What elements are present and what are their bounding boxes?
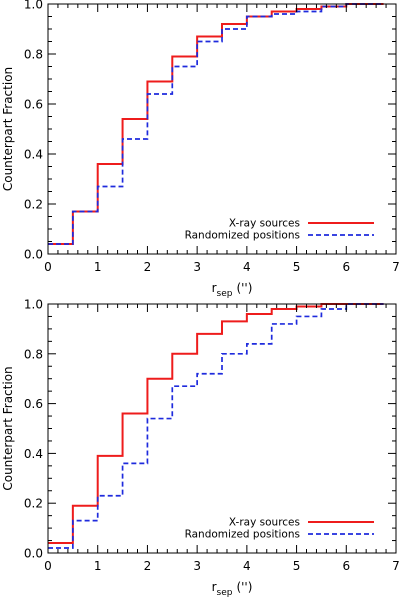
y-tick-label: 0.6	[24, 397, 43, 411]
x-tick-label: 6	[342, 559, 350, 573]
y-axis-label: Counterpart Fraction	[1, 366, 15, 490]
legend-label: X-ray sources	[229, 517, 300, 529]
y-tick-label: 1.0	[24, 0, 43, 12]
x-tick-label: 3	[193, 559, 201, 573]
legend-label: Randomized positions	[185, 230, 300, 242]
x-tick-label: 0	[44, 260, 52, 274]
y-tick-label: 0.6	[24, 98, 43, 112]
x-tick-label: 1	[94, 260, 102, 274]
x-axis-label: rsep ('')	[212, 281, 253, 299]
x-tick-label: 5	[293, 260, 301, 274]
y-tick-label: 1.0	[24, 298, 43, 312]
series-line-randomized-positions	[48, 3, 384, 245]
x-tick-label: 7	[392, 559, 400, 573]
chart-bottom: 0 1 2 3 4 5 6 7 0.0 0.2 0.4 0.6 0.8 1.0 Counterpart Fr…	[1, 298, 400, 599]
y-tick-label: 0.0	[24, 547, 43, 561]
series-line-xray-sources	[48, 303, 384, 545]
x-tick-label: 4	[243, 559, 251, 573]
x-tick-label: 2	[144, 260, 152, 274]
y-tick-label: 0.0	[24, 248, 43, 262]
legend-label: X-ray sources	[229, 218, 300, 230]
y-tick-label: 0.8	[24, 347, 43, 361]
x-tick-label: 6	[342, 260, 350, 274]
x-tick-label: 2	[144, 559, 152, 573]
legend-label: Randomized positions	[185, 529, 300, 541]
x-tick-label: 1	[94, 559, 102, 573]
x-tick-label: 3	[193, 260, 201, 274]
y-tick-label: 0.2	[24, 198, 43, 212]
chart-top: 0 1 2 3 4 5 6 7 0.0 0.2 0.4 0.6 0.8 1.0 Counterpart Fr…	[1, 0, 400, 299]
x-tick-label: 5	[293, 559, 301, 573]
x-tick-label: 7	[392, 260, 400, 274]
y-tick-label: 0.2	[24, 497, 43, 511]
x-axis-label: rsep ('')	[212, 580, 253, 598]
x-tick-label: 0	[44, 559, 52, 573]
plot-frame	[47, 303, 397, 554]
y-axis-label: Counterpart Fraction	[1, 67, 15, 191]
series-line-xray-sources	[48, 3, 384, 245]
y-tick-label: 0.4	[24, 447, 43, 461]
series-line-randomized-positions	[48, 303, 384, 549]
x-tick-label: 4	[243, 260, 251, 274]
y-tick-label: 0.4	[24, 148, 43, 162]
y-tick-label: 0.8	[24, 48, 43, 62]
